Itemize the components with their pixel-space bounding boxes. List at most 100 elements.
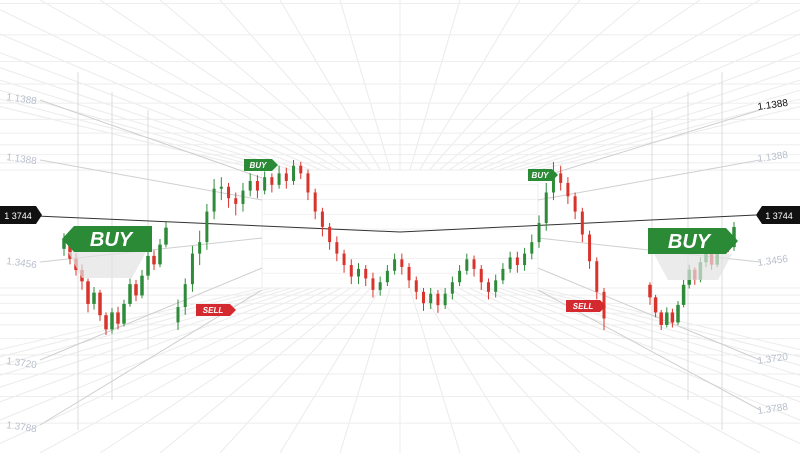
mid-candle [270, 177, 274, 185]
ceiling-grid-line [0, 52, 312, 171]
sell-signal-right-label: SELL [573, 302, 594, 311]
ceiling-grid-line [0, 79, 292, 171]
mid-candle [537, 223, 541, 243]
mid-candle [443, 293, 447, 306]
buy-signal-small-right: BUY [528, 169, 558, 181]
sell-signal-left: SELL [196, 304, 236, 316]
mid-candle [479, 268, 483, 283]
mid-candle [364, 268, 368, 279]
left-candle [122, 303, 126, 324]
current-price-line-left [35, 215, 401, 233]
mid-candle [248, 181, 252, 191]
right-candle [670, 312, 675, 323]
mid-candle [429, 293, 433, 304]
buy-signal-large-right: BUY [648, 228, 738, 280]
floor-grid-line [439, 287, 641, 453]
floor-grid-line [99, 287, 351, 453]
floor-grid-line [0, 287, 332, 445]
ceiling-grid-line [279, 0, 381, 171]
mid-candle [292, 165, 296, 182]
mid-candle [436, 293, 440, 306]
mid-candle [393, 259, 397, 271]
mid-candle [255, 181, 259, 191]
floor-grid-line [498, 287, 800, 388]
mid-candle [198, 242, 202, 254]
price-label-right: 1.3720 [757, 352, 789, 367]
buy-arrow-shape [648, 228, 738, 254]
floor-grid-line [518, 287, 800, 366]
left-candle [116, 312, 120, 324]
mid-candle [328, 226, 332, 243]
floor-grid-line [488, 287, 800, 403]
floor-grid-line [0, 287, 292, 376]
buy-shadow [68, 252, 146, 278]
sell-signal-right-shape [566, 300, 606, 312]
ceiling-grid-line [528, 98, 800, 171]
floor-grid-line [0, 287, 282, 366]
price-label-left: 1.1388 [6, 152, 38, 167]
floor-grid-line [429, 287, 581, 453]
floor-grid-line [219, 287, 371, 453]
signal-markers: BUY BUY BUY BUY SELL SELL [62, 159, 738, 316]
buy-signal-large-left: BUY [62, 226, 152, 278]
ceiling-grid-line [0, 98, 272, 171]
ceiling-grid [0, 0, 800, 171]
mid-candle [284, 173, 288, 182]
mid-candle [465, 259, 469, 271]
ceiling-grid-line [39, 0, 342, 171]
right-candle [653, 297, 658, 313]
floor-grid-line [458, 287, 761, 453]
mid-candle [227, 186, 231, 199]
ceiling-grid-line [0, 106, 263, 171]
current-price-tag-left: 1 3744 [0, 206, 42, 224]
buy-label: BUY [90, 229, 134, 251]
price-label-left: 1.3788 [6, 420, 38, 435]
ceiling-grid-line [488, 52, 800, 171]
ceiling-grid-line [219, 0, 371, 171]
buy-label: BUY [668, 231, 712, 253]
mid-candle [263, 177, 267, 191]
mid-candle [277, 173, 281, 185]
ceiling-grid-line [0, 33, 322, 171]
mid-candle [241, 190, 245, 204]
mid-candle [566, 182, 570, 197]
mid-candle [458, 270, 462, 283]
left-candle [68, 238, 72, 259]
price-label-right: 1.1388 [757, 150, 789, 165]
mid-candle [472, 259, 476, 269]
mid-candle [573, 196, 577, 212]
ceiling-grid-line [439, 0, 641, 171]
ceiling-grid-line [478, 33, 800, 171]
mid-candle [176, 307, 180, 323]
buy-signal-small-right-label: BUY [532, 171, 550, 180]
ceiling-grid-line [0, 9, 332, 171]
current-price-tag-right: 1 3744 [756, 206, 800, 224]
price-labels: 1.1388 1.1388 1.3456 1.3720 1.3788 1.1388 1.13… [0, 92, 800, 435]
current-price-tag-shape [756, 206, 800, 224]
price-label-right: 1.3456 [757, 254, 789, 269]
current-price-line-right [399, 214, 757, 233]
current-price-tag-label: 1 3744 [765, 211, 793, 221]
left-price-line [39, 99, 263, 179]
mid-candle [371, 278, 375, 290]
sell-signal-left-shape [196, 304, 236, 316]
left-candle [140, 275, 144, 296]
ceiling-grid-line [498, 67, 800, 171]
mid-candle [595, 261, 599, 292]
buy-signal-small-left-label: BUY [250, 161, 268, 170]
mid-candle [414, 280, 418, 292]
mid-candle [544, 192, 548, 224]
sell-signal-right: SELL [566, 300, 606, 312]
mid-candle [385, 270, 389, 283]
mid-candle [421, 291, 425, 304]
price-label-left: 1.1388 [6, 92, 38, 107]
floor-grid [0, 287, 800, 453]
floor-grid-line [39, 287, 342, 453]
floor-grid-line [0, 287, 263, 351]
ceiling-grid-line [449, 0, 701, 171]
floor-grid-line [449, 287, 701, 453]
ceiling-grid-line [508, 79, 800, 171]
mid-candle [349, 265, 353, 277]
mid-candle [234, 198, 238, 204]
ceiling-grid-line [339, 0, 391, 171]
